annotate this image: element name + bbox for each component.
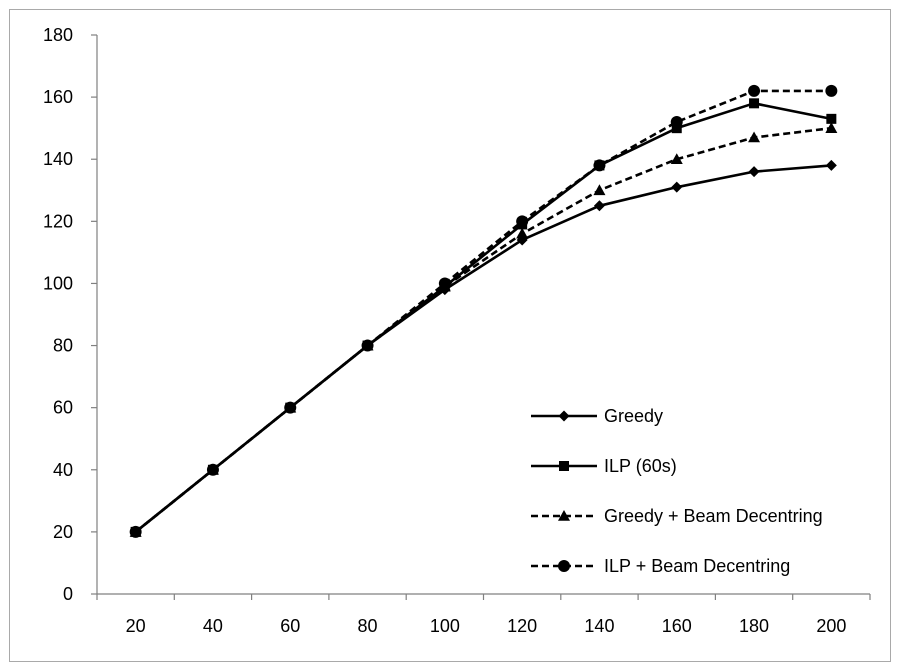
data-point: [748, 166, 760, 178]
x-tick-label: 100: [430, 616, 460, 636]
x-tick-label: 20: [126, 616, 146, 636]
y-tick-label: 180: [43, 25, 73, 45]
legend-label: ILP + Beam Decentring: [604, 556, 790, 576]
x-tick-labels: 20 40 60 80 100 120 140 160 180 200: [126, 616, 847, 636]
y-tick-label: 80: [53, 336, 73, 356]
y-tick-labels: 0 20 40 60 80 100 120 140 160 180: [43, 25, 73, 604]
data-point: [593, 200, 605, 212]
series-ilp-beam-decentring: [129, 84, 838, 538]
chart-frame: [9, 9, 891, 662]
legend-label: Greedy: [604, 406, 663, 426]
data-point: [670, 153, 683, 165]
data-point: [516, 215, 529, 228]
y-tick-label: 160: [43, 87, 73, 107]
x-tick-label: 180: [739, 616, 769, 636]
legend-item: ILP (60s): [531, 456, 677, 476]
data-point: [361, 339, 374, 352]
y-tick-label: 40: [53, 460, 73, 480]
series-line: [134, 164, 832, 533]
data-point: [749, 98, 760, 109]
data-point: [825, 122, 838, 133]
y-tick-label: 20: [53, 522, 73, 542]
series-ilp-60s: [130, 98, 837, 537]
data-point: [748, 131, 761, 143]
data-point: [671, 181, 683, 193]
data-point: [593, 184, 606, 196]
series-line: [134, 126, 832, 533]
series-line: [134, 102, 832, 533]
data-point: [826, 113, 837, 124]
x-tick-label: 40: [203, 616, 223, 636]
legend: Greedy ILP (60s) Greedy + Beam Decentring I…: [531, 406, 823, 576]
data-point: [671, 123, 682, 134]
data-point: [129, 525, 142, 538]
data-point: [284, 401, 297, 414]
legend-marker: [558, 560, 570, 572]
axes: [91, 34, 871, 600]
legend-label: Greedy + Beam Decentring: [604, 506, 823, 526]
x-tick-label: 200: [816, 616, 846, 636]
data-point: [438, 277, 451, 290]
x-tick-label: 60: [280, 616, 300, 636]
legend-marker: [559, 461, 569, 471]
legend-marker: [558, 410, 570, 422]
y-tick-label: 100: [43, 273, 73, 293]
data-point: [748, 84, 761, 97]
data-point: [825, 84, 838, 97]
x-tick-label: 160: [662, 616, 692, 636]
legend-item: Greedy: [531, 406, 663, 426]
data-point: [670, 115, 683, 128]
y-tick-label: 140: [43, 149, 73, 169]
series-greedy-beam-decentring: [129, 122, 838, 537]
legend-item: ILP + Beam Decentring: [531, 556, 790, 576]
legend-item: Greedy + Beam Decentring: [531, 506, 823, 526]
data-point: [206, 463, 219, 476]
series-line: [134, 89, 832, 533]
legend-marker: [558, 510, 570, 521]
y-tick-label: 60: [53, 398, 73, 418]
series-greedy: [130, 159, 837, 538]
x-tick-label: 80: [358, 616, 378, 636]
x-tick-label: 120: [507, 616, 537, 636]
x-tick-label: 140: [584, 616, 614, 636]
data-point: [516, 227, 529, 239]
series-group: [129, 84, 838, 538]
legend-label: ILP (60s): [604, 456, 677, 476]
y-tick-label: 120: [43, 211, 73, 231]
data-point: [593, 159, 606, 172]
data-point: [825, 159, 837, 171]
y-tick-label: 0: [63, 584, 73, 604]
